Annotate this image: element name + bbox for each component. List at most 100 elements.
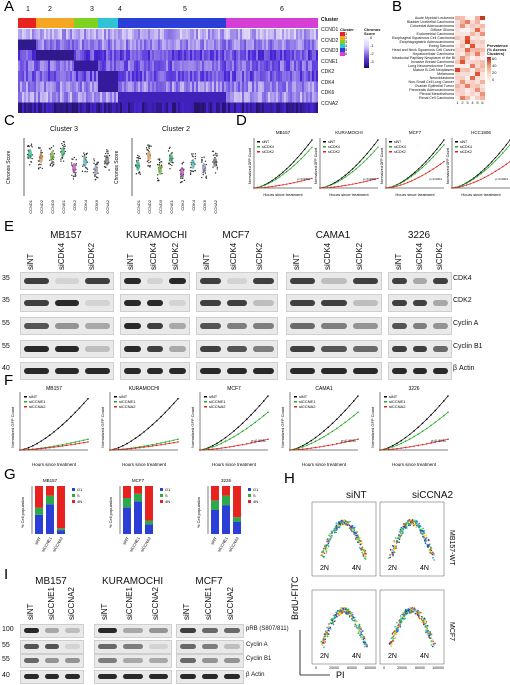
heatmap-cell [44, 71, 46, 82]
heatmap-cell [286, 71, 288, 82]
blot-strip [94, 654, 172, 668]
heatmap-cell [130, 102, 132, 113]
prevalence-cell [460, 20, 465, 24]
flow-event [397, 626, 400, 629]
flow-event [322, 640, 325, 642]
flow-event [320, 554, 323, 557]
heatmap-cell [182, 81, 184, 92]
heatmap-cell [234, 102, 236, 113]
prevalence-cell [465, 32, 470, 36]
flow-event [424, 622, 427, 625]
heatmap-cell [174, 50, 176, 61]
prevalence-cell [460, 76, 465, 80]
heatmap-cell [170, 81, 172, 92]
heatmap-cell [90, 29, 92, 40]
heatmap-cell [86, 29, 88, 40]
prevalence-cell [465, 84, 470, 88]
heatmap-cell [228, 29, 230, 40]
heatmap-cell [142, 102, 144, 113]
heatmap-cell [92, 102, 94, 113]
heatmap-cell [270, 50, 272, 61]
x-axis-label: Hours since treatment [392, 462, 437, 467]
heatmap-cell [146, 60, 148, 71]
p-value: p<0.0001 [495, 177, 508, 181]
legend-swatch [384, 401, 387, 403]
heatmap-cell [252, 50, 254, 61]
heatmap-cell [40, 50, 42, 61]
heatmap-cell [96, 81, 98, 92]
blot-strip [388, 294, 452, 312]
heatmap-cell [76, 71, 78, 82]
violin-point [137, 154, 139, 157]
flow-event [333, 531, 336, 533]
heatmap-cell [74, 102, 76, 113]
flow-event [416, 609, 418, 612]
flow-event [354, 526, 356, 528]
blot-band [24, 323, 49, 329]
heatmap-cell [42, 102, 44, 113]
heatmap-cell [220, 50, 222, 61]
heatmap-cell [178, 81, 180, 92]
violin-point [52, 161, 55, 163]
heatmap-cell [276, 29, 278, 40]
heatmap-cell [34, 92, 36, 103]
heatmap-cell [128, 92, 130, 103]
prevalence-cell [460, 68, 465, 72]
legend-label: G1 [77, 487, 83, 492]
lane-label: siCDK4 [323, 242, 333, 270]
cluster2-title: Cluster 2 [162, 126, 191, 133]
growth-line [319, 139, 379, 189]
heatmap-cell [278, 60, 280, 71]
chronos-score-legend: Chronos Score 0 -1 -2 -3 [364, 28, 390, 68]
heatmap-cell [192, 71, 194, 82]
flow-event [358, 541, 360, 544]
bar-lane-label: siNT [33, 536, 42, 546]
heatmap-cell [134, 60, 136, 71]
heatmap-cell [208, 92, 210, 103]
heatmap-cell [282, 60, 284, 71]
violin-point [138, 171, 141, 173]
flow-event [412, 524, 415, 527]
blot-band [321, 300, 347, 306]
heatmap-cell [292, 81, 294, 92]
heatmap-cell [50, 92, 52, 103]
prevalence-cell [460, 28, 465, 32]
heatmap-cell [260, 92, 262, 103]
heatmap-cell [272, 102, 274, 113]
heatmap-cell [66, 81, 68, 92]
flow-event [420, 617, 423, 620]
heatmap-cell [28, 81, 30, 92]
violin-point [147, 149, 150, 151]
heatmap-cell [38, 81, 40, 92]
heatmap-cell [280, 39, 282, 50]
protein-label: Cyclin A [246, 642, 268, 648]
prevalence-cell [455, 88, 460, 92]
heatmap-cell [84, 92, 86, 103]
flow-event [343, 520, 346, 522]
flow-event [400, 532, 402, 535]
lane-label: siCDK2 [255, 242, 265, 270]
heatmap-cell [144, 92, 146, 103]
flow-event [321, 551, 324, 553]
blot-strip [20, 317, 114, 335]
prevalence-row-label: Melanoma [437, 72, 454, 76]
heatmap-cell [80, 71, 82, 82]
heatmap-cell [244, 50, 246, 61]
blot-strip [94, 640, 172, 654]
flow-event [328, 625, 330, 628]
cluster-number: 5 [183, 6, 187, 13]
heatmap-cell [256, 60, 258, 71]
x-tick-label: CCND2 [147, 199, 152, 214]
violin-body [158, 165, 162, 175]
bar-lane-label: siCCNA2 [227, 535, 240, 552]
blot-band [146, 368, 164, 374]
heatmap-cell [144, 39, 146, 50]
prevalence-cell [465, 64, 470, 68]
prevalence-cell [480, 32, 485, 36]
heatmap-cell [76, 50, 78, 61]
heatmap-cell [98, 102, 100, 113]
heatmap-cell [46, 29, 48, 40]
heatmap-cell [148, 102, 150, 113]
violin-point [161, 161, 163, 163]
heatmap-cell [258, 71, 260, 82]
